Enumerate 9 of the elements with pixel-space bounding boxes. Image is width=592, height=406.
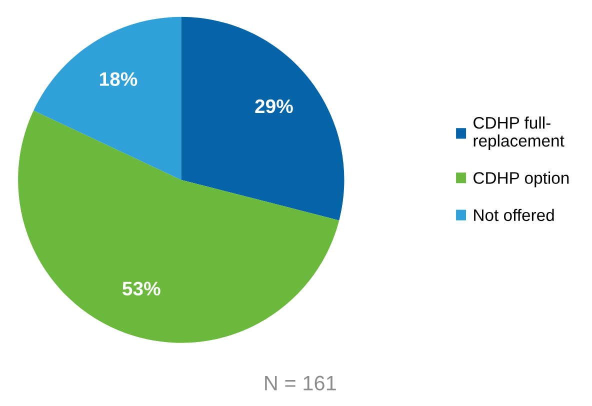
legend-label: Not offered xyxy=(474,208,554,222)
pie-slice xyxy=(181,16,344,220)
data-label: 53% xyxy=(122,282,160,296)
text: N = 161 xyxy=(265,376,336,390)
legend-label: CDHP full- replacement xyxy=(474,116,564,150)
data-label: 18% xyxy=(100,72,138,86)
data-label: 29% xyxy=(255,99,293,114)
pie-slice xyxy=(34,16,182,180)
legend-label: CDHP option xyxy=(474,172,569,188)
